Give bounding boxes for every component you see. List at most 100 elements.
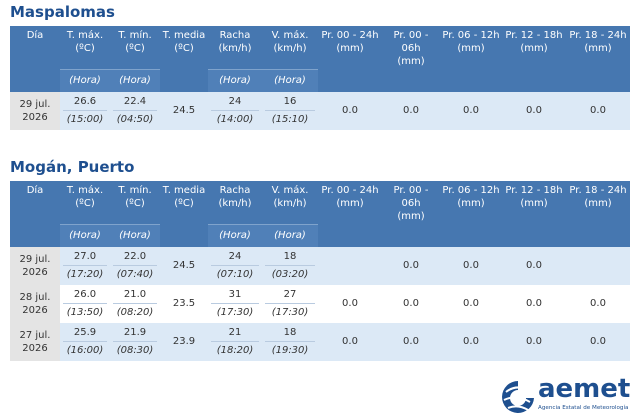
- value-cell: 26.0 (13:50): [60, 284, 110, 323]
- hour-cell: (Hora): [208, 223, 262, 247]
- header-line: V. máx.: [271, 185, 309, 196]
- hour-cell: [502, 69, 566, 92]
- header-line: (ºC): [174, 43, 194, 54]
- header-line: (ºC): [75, 43, 95, 54]
- value-cell: 0.0: [566, 322, 630, 361]
- header-line: T. mín.: [118, 30, 152, 41]
- hour-cell: [10, 69, 60, 92]
- header-line: Pr. 18 - 24h: [569, 185, 627, 196]
- time: (04:50): [116, 113, 154, 125]
- value-cell: 18 (19:30): [262, 322, 318, 361]
- header-line: Racha: [219, 185, 251, 196]
- header-line: Racha: [219, 30, 251, 41]
- hour-cell: [382, 69, 440, 92]
- header-line: (mm): [457, 43, 485, 54]
- value-cell: 23.9: [160, 322, 208, 361]
- column-header: Pr. 18 - 24h (mm): [566, 181, 630, 224]
- header-line: Día: [26, 185, 44, 196]
- time: (15:10): [271, 113, 309, 125]
- column-header: T. mín. (ºC): [110, 181, 160, 224]
- header-line: (mm): [336, 43, 364, 54]
- value: 24: [211, 248, 259, 266]
- value-cell: 0.0: [382, 91, 440, 130]
- value-cell: 0.0: [318, 322, 382, 361]
- hour-cell: [382, 224, 440, 247]
- value: 21.9: [113, 324, 157, 342]
- header-line: (ºC): [125, 43, 145, 54]
- header-line: (km/h): [218, 43, 252, 54]
- column-header: T. media (ºC): [160, 26, 208, 69]
- section: Mogán, Puerto Día T. máx. (ºC) T. mín. (ºC) T.…: [10, 155, 630, 361]
- column-header: Pr. 18 - 24h (mm): [566, 26, 630, 69]
- value-cell: 0.0: [502, 246, 566, 285]
- column-header: Pr. 06 - 12h (mm): [440, 181, 502, 224]
- logo-name: aemet: [538, 374, 631, 404]
- header-line: (mm): [520, 43, 548, 54]
- value-cell: 0.0: [502, 91, 566, 130]
- hour-cell: [440, 69, 502, 92]
- hour-cell: [160, 224, 208, 247]
- empty-cell: [566, 246, 630, 285]
- column-header: T. máx. (ºC): [60, 26, 110, 69]
- value-cell: 0.0: [440, 91, 502, 130]
- hour-row: (Hora) (Hora) (Hora) (Hora): [10, 223, 630, 247]
- column-header: Pr. 00 - 24h (mm): [318, 181, 382, 224]
- hour-cell: [160, 69, 208, 92]
- time: (19:30): [271, 344, 309, 356]
- value: 24: [211, 93, 259, 111]
- value-cell: 24 (14:00): [208, 91, 262, 130]
- header-line: (mm): [397, 56, 425, 67]
- header-line: T. máx.: [66, 185, 104, 196]
- value-cell: 31 (17:30): [208, 284, 262, 323]
- value-cell: 16 (15:10): [262, 91, 318, 130]
- value-cell: 27.0 (17:20): [60, 246, 110, 285]
- table: Día T. máx. (ºC) T. mín. (ºC) T. media (ºC) Rac…: [10, 181, 630, 361]
- header-line: T. mín.: [118, 185, 152, 196]
- value: 16: [265, 93, 315, 111]
- date-cell: 29 jul. 2026: [10, 91, 60, 130]
- time: (14:00): [216, 113, 254, 125]
- date-cell: 29 jul. 2026: [10, 246, 60, 285]
- column-header: T. máx. (ºC): [60, 181, 110, 224]
- header-line: Pr. 12 - 18h: [505, 30, 563, 41]
- header-line: Pr. 06 - 12h: [442, 30, 500, 41]
- hour-cell: (Hora): [110, 223, 160, 247]
- column-header: V. máx. (km/h): [262, 181, 318, 224]
- header-line: Pr. 00 - 24h: [321, 30, 379, 41]
- value: 22.0: [113, 248, 157, 266]
- hour-cell: [440, 224, 502, 247]
- column-header: T. mín. (ºC): [110, 26, 160, 69]
- time: (15:00): [66, 113, 104, 125]
- header-line: (mm): [336, 198, 364, 209]
- column-header: Día: [10, 26, 60, 69]
- hour-cell: (Hora): [60, 223, 110, 247]
- time: (17:30): [216, 306, 254, 318]
- header-line: (mm): [397, 211, 425, 222]
- header-line: (mm): [520, 198, 548, 209]
- data-row: 29 jul. 2026 27.0 (17:20) 22.0 (07:40) 24.5 24…: [10, 246, 630, 285]
- header-line: V. máx.: [271, 30, 309, 41]
- section-title: Maspalomas: [10, 3, 115, 21]
- hour-cell: [318, 224, 382, 247]
- value-cell: 27 (17:30): [262, 284, 318, 323]
- header-line: (mm): [584, 198, 612, 209]
- hour-cell: [10, 224, 60, 247]
- time: (17:20): [66, 268, 104, 280]
- header-line: T. máx.: [66, 30, 104, 41]
- column-header: Día: [10, 181, 60, 224]
- hour-cell: (Hora): [110, 68, 160, 92]
- value: 18: [265, 248, 315, 266]
- value: 22.4: [113, 93, 157, 111]
- time: (08:30): [116, 344, 154, 356]
- data-row: 27 jul. 2026 25.9 (16:00) 21.9 (08:30) 23.9 21…: [10, 322, 630, 361]
- value-cell: 0.0: [440, 284, 502, 323]
- date-cell: 27 jul. 2026: [10, 322, 60, 361]
- header-line: (ºC): [75, 198, 95, 209]
- data-row: 29 jul. 2026 26.6 (15:00) 22.4 (04:50) 24.5 24…: [10, 91, 630, 130]
- value-cell: 21 (18:20): [208, 322, 262, 361]
- value-cell: 0.0: [382, 246, 440, 285]
- hour-cell: (Hora): [60, 68, 110, 92]
- header-line: Pr. 12 - 18h: [505, 185, 563, 196]
- hour-cell: [566, 224, 630, 247]
- hour-row: (Hora) (Hora) (Hora) (Hora): [10, 68, 630, 92]
